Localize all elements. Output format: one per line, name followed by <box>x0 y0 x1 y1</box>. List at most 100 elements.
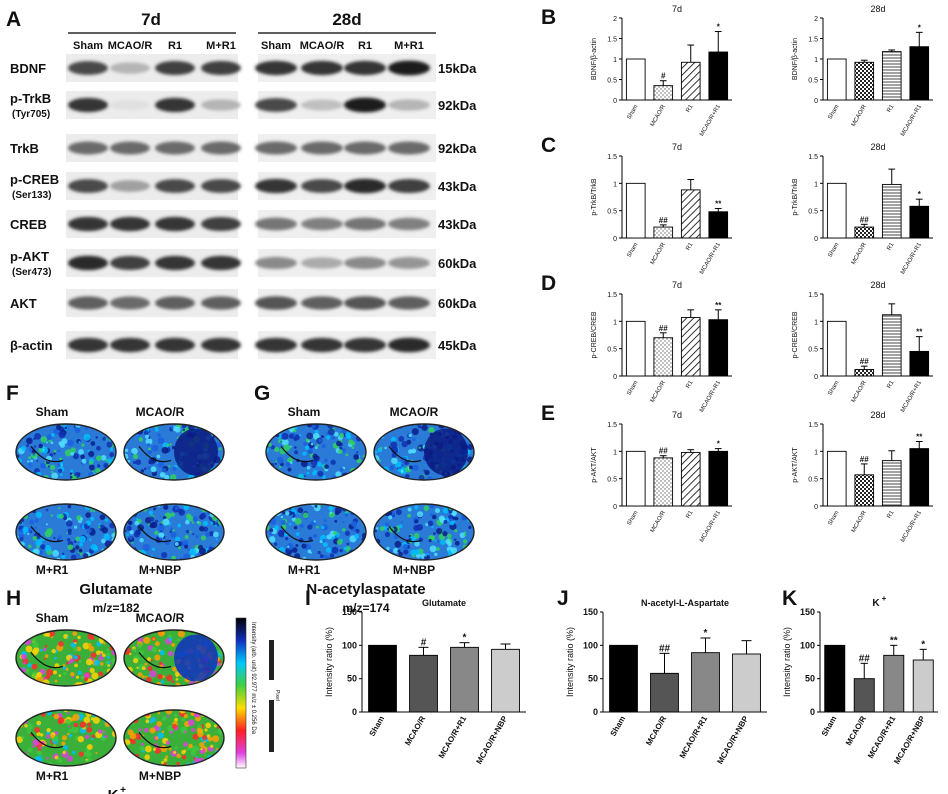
chart-bar <box>909 46 930 101</box>
brain-pixel <box>323 519 327 523</box>
brain-pixel <box>70 447 76 454</box>
brain-pixel <box>170 512 175 517</box>
chart-y-tick-label: 2 <box>613 16 617 23</box>
brain-pixel <box>189 530 192 533</box>
brain-pixel <box>321 435 324 439</box>
brain-pixel <box>102 653 106 657</box>
brain-pixel <box>21 653 27 660</box>
brain-pixel <box>124 757 126 761</box>
brain-pixel <box>288 433 294 439</box>
brain-pixel <box>294 450 299 455</box>
brain-pixel <box>88 645 95 652</box>
brain-pixel <box>50 441 54 445</box>
brain-pixel <box>410 459 413 462</box>
imaging-label: M+R1 <box>288 563 321 577</box>
brain-pixel <box>102 630 108 635</box>
chart-y-tick-label: 100 <box>583 640 598 650</box>
brain-hippocampus-outline <box>280 526 314 543</box>
chart-y-tick-label: 0 <box>352 707 357 717</box>
brain-pixel <box>67 725 71 728</box>
wb-band <box>155 296 195 310</box>
brain-pixel <box>306 471 310 475</box>
chart-y-tick-label: 100 <box>800 640 815 650</box>
brain-pixel <box>270 445 275 450</box>
chart-title: 28d <box>870 280 885 290</box>
chart-y-tick-label: 100 <box>342 640 357 650</box>
brain-pixel <box>353 474 359 480</box>
brain-pixel <box>165 740 170 745</box>
brain-lesion <box>174 634 218 682</box>
brain-pixel <box>403 549 409 555</box>
chart-x-tick-label: MCAO/R <box>851 103 869 127</box>
chart-D: 28d 0 0.5 1 1.5 p-CREB/CREB Sham ## MCAO/R R1 ** MC… <box>792 280 933 413</box>
brain-pixel <box>109 712 114 717</box>
brain-pixel <box>57 758 63 763</box>
brain-pixel <box>351 446 355 450</box>
brain-pixel <box>303 475 306 478</box>
brain-pixel <box>111 428 116 436</box>
brain-pixel <box>150 466 157 473</box>
brain-slice <box>16 504 116 560</box>
brain-pixel <box>328 505 334 512</box>
brain-pixel <box>385 504 389 507</box>
brain-pixel <box>144 662 148 666</box>
brain-pixel <box>218 715 224 722</box>
brain-pixel <box>133 504 136 506</box>
brain-pixel <box>57 463 61 467</box>
chart-bar <box>826 182 847 239</box>
brain-pixel <box>101 424 107 427</box>
brain-pixel <box>25 751 28 754</box>
brain-pixel <box>363 546 366 550</box>
brain-pixel <box>197 748 200 751</box>
brain-pixel <box>148 461 152 464</box>
wb-band <box>201 255 241 271</box>
brain-pixel <box>313 455 320 462</box>
brain-pixel <box>77 635 81 640</box>
brain-pixel <box>208 531 215 537</box>
brain-outline <box>123 423 225 481</box>
brain-pixel <box>321 525 325 530</box>
brain-pixel <box>107 511 112 516</box>
brain-pixel <box>417 424 422 429</box>
brain-pixel <box>389 465 395 471</box>
brain-pixel <box>266 432 271 439</box>
brain-pixel <box>335 471 342 478</box>
brain-pixel <box>319 554 324 559</box>
brain-pixel <box>150 424 155 427</box>
brain-pixel <box>49 464 56 471</box>
brain-pixel <box>192 521 195 524</box>
brain-pixel <box>64 426 68 430</box>
brain-pixel <box>72 631 78 637</box>
wb-band <box>201 99 241 111</box>
brain-pixel <box>331 546 339 554</box>
brain-pixel <box>317 550 321 555</box>
chart-y-label: Intensity ratio (%) <box>565 627 575 697</box>
brain-pixel <box>215 538 218 541</box>
brain-pixel <box>106 656 110 660</box>
chart-bar <box>708 319 729 377</box>
brain-pixel <box>94 630 99 634</box>
brain-pixel <box>416 511 424 518</box>
brain-pixel <box>348 439 354 445</box>
brain-pixel <box>219 656 222 659</box>
brain-pixel <box>460 476 466 480</box>
brain-pixel <box>85 658 93 666</box>
brain-pixel <box>132 453 139 460</box>
brain-pixel <box>45 632 51 637</box>
brain-pixel <box>83 672 90 679</box>
imaging-title: N-acetylaspatate <box>306 581 425 598</box>
brain-pixel <box>166 443 170 447</box>
wb-band <box>155 97 195 113</box>
brain-pixel <box>462 539 468 544</box>
brain-pixel <box>176 753 181 759</box>
brain-pixel <box>68 728 73 733</box>
brain-pixel <box>93 659 100 666</box>
brain-pixel <box>150 659 154 662</box>
wb-kda-label: 60kDa <box>438 256 477 271</box>
brain-pixel <box>354 533 360 539</box>
wb-band <box>155 255 195 271</box>
brain-pixel <box>204 728 208 732</box>
brain-pixel <box>330 459 336 465</box>
brain-pixel <box>66 755 74 762</box>
brain-pixel <box>278 529 285 537</box>
